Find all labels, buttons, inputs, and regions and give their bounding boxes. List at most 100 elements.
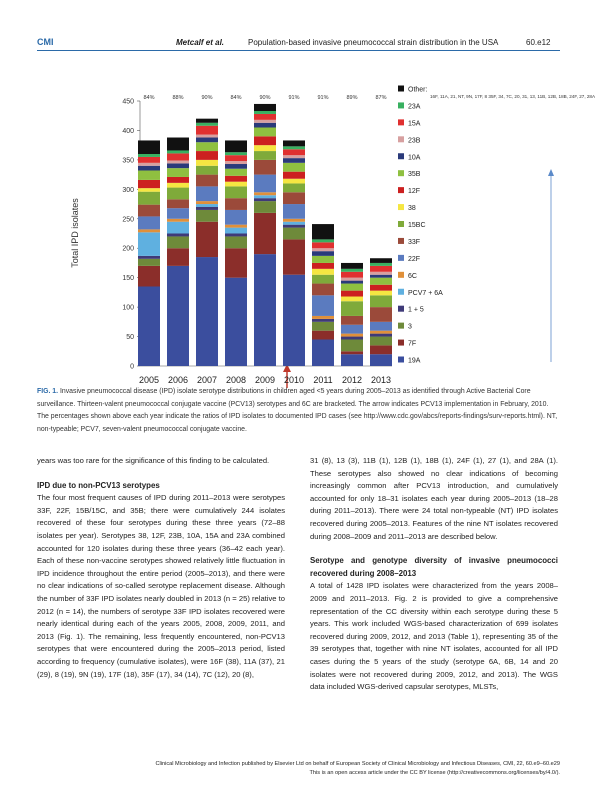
bar-segment	[138, 156, 160, 163]
bar-segment	[254, 127, 276, 137]
right-column: 31 (8), 13 (3), 11B (1), 12B (1), 18B (1…	[310, 455, 558, 694]
header-rule	[37, 50, 560, 51]
legend-swatch	[398, 187, 404, 194]
bar-segment	[283, 146, 305, 150]
section-heading: IPD due to non-PCV13 serotypes	[37, 480, 160, 490]
legend-swatch	[398, 271, 404, 278]
legend-arrowhead	[548, 169, 554, 176]
bar-segment	[167, 176, 189, 183]
bar-segment	[370, 354, 392, 366]
section-heading: Serotype and genotype diversity of invas…	[310, 556, 558, 578]
annotation: 84%	[230, 95, 241, 101]
bar-segment	[138, 232, 160, 256]
bar-segment	[196, 186, 218, 202]
bar-segment	[167, 199, 189, 209]
legend-label: 23B	[408, 137, 421, 144]
bar-segment	[225, 164, 247, 169]
bar-segment	[196, 125, 218, 135]
bar-segment	[370, 274, 392, 278]
bar-segment	[312, 268, 334, 275]
bar-segment	[167, 248, 189, 266]
bar-segment	[370, 307, 392, 322]
bar-segment	[283, 204, 305, 219]
caption-text: Invasive pneumococcal disease (IPD) isol…	[37, 388, 558, 433]
y-tick-label: 50	[126, 334, 134, 341]
legend-label: 7F	[408, 341, 416, 348]
annotation: 91%	[288, 95, 299, 101]
x-tick-label: 2005	[139, 375, 159, 385]
bar-segment	[167, 182, 189, 188]
bar-segment	[312, 274, 334, 284]
bar-segment	[254, 201, 276, 213]
y-tick-label: 450	[122, 99, 134, 106]
bar-segment	[254, 151, 276, 160]
bar-segment	[283, 218, 305, 222]
bar-segment	[138, 286, 160, 366]
legend-label: 3	[408, 324, 412, 331]
bar-segment	[312, 283, 334, 296]
bar-segment	[225, 233, 247, 237]
bar-segment	[196, 142, 218, 152]
bar-segment	[283, 158, 305, 163]
bar-segment	[283, 192, 305, 205]
bar-segment	[167, 218, 189, 222]
bar-segment	[196, 207, 218, 210]
bar-segment	[283, 274, 305, 366]
bar-segment	[167, 153, 189, 161]
bar-segment	[312, 255, 334, 263]
bar-segment	[283, 224, 305, 228]
legend-swatch	[398, 322, 404, 329]
y-tick-label: 0	[130, 364, 134, 371]
bar-segment	[370, 290, 392, 296]
bar-segment	[196, 134, 218, 138]
legend-label: 19A	[408, 358, 421, 365]
bar-segment	[196, 221, 218, 258]
legend-label: 15BC	[408, 222, 426, 229]
bar-segment	[138, 140, 160, 154]
bar-segment	[254, 174, 276, 193]
bar-segment	[370, 284, 392, 291]
bar-segment	[370, 336, 392, 346]
bar-segment	[341, 262, 363, 269]
bar-segment	[370, 330, 392, 334]
bar-segment	[283, 183, 305, 193]
y-tick-label: 400	[122, 128, 134, 135]
bar-segment	[283, 155, 305, 159]
bar-segment	[312, 315, 334, 319]
x-tick-label: 2010	[284, 375, 304, 385]
bar-segment	[138, 170, 160, 180]
legend-swatch	[398, 153, 404, 160]
paragraph: 31 (8), 13 (3), 11B (1), 12B (1), 18B (1…	[310, 456, 558, 541]
legend-swatch	[398, 119, 404, 126]
bar-segment	[341, 277, 363, 281]
bar-segment	[341, 333, 363, 337]
annotation: 87%	[375, 95, 386, 101]
bar-segment	[341, 280, 363, 284]
bar-segment	[283, 149, 305, 156]
journal: CMI	[37, 37, 54, 47]
legend-swatch	[398, 339, 404, 346]
bar-segment	[283, 178, 305, 184]
bar-segment	[283, 227, 305, 240]
bar-segment	[138, 229, 160, 233]
bar-segment	[312, 321, 334, 331]
bar-segment	[167, 150, 189, 154]
bar-segment	[341, 336, 363, 340]
bar-segment	[225, 161, 247, 165]
bar-segment	[196, 165, 218, 175]
bar-segment	[370, 333, 392, 337]
legend-label: 35B	[408, 171, 421, 178]
bar-segment	[283, 162, 305, 172]
bar-segment	[312, 251, 334, 256]
bar-segment	[312, 330, 334, 340]
legend-label: PCV7 + 6A	[408, 290, 443, 297]
bar-segment	[370, 345, 392, 355]
bar-segment	[341, 290, 363, 297]
y-tick-label: 250	[122, 216, 134, 223]
bar-segment	[341, 296, 363, 302]
bar-segment	[254, 136, 276, 146]
bar-segment	[196, 137, 218, 143]
legend-swatch	[398, 237, 404, 244]
bar-segment	[254, 212, 276, 255]
bar-segment	[167, 187, 189, 200]
